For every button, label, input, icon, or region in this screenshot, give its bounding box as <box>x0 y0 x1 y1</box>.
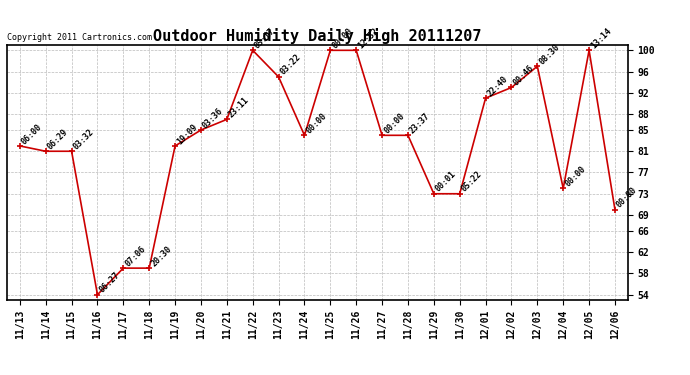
Text: 00:00: 00:00 <box>382 111 406 135</box>
Text: 13:14: 13:14 <box>589 26 613 50</box>
Text: 23:11: 23:11 <box>227 95 251 119</box>
Title: Outdoor Humidity Daily High 20111207: Outdoor Humidity Daily High 20111207 <box>153 28 482 44</box>
Text: 06:27: 06:27 <box>97 271 121 295</box>
Text: 00:00: 00:00 <box>304 111 328 135</box>
Text: 22:40: 22:40 <box>486 74 510 98</box>
Text: 00:46: 00:46 <box>511 63 535 87</box>
Text: 03:32: 03:32 <box>72 127 96 151</box>
Text: Copyright 2011 Cartronics.com: Copyright 2011 Cartronics.com <box>7 33 152 42</box>
Text: 00:01: 00:01 <box>434 170 458 194</box>
Text: 12:52: 12:52 <box>356 26 380 50</box>
Text: 07:06: 07:06 <box>124 244 148 268</box>
Text: 03:22: 03:22 <box>279 53 303 77</box>
Text: 00:00: 00:00 <box>615 186 639 210</box>
Text: 05:22: 05:22 <box>460 170 484 194</box>
Text: 23:37: 23:37 <box>408 111 432 135</box>
Text: 19:09: 19:09 <box>175 122 199 146</box>
Text: 00:00: 00:00 <box>331 26 355 50</box>
Text: 06:00: 06:00 <box>20 122 44 146</box>
Text: 08:30: 08:30 <box>538 42 562 66</box>
Text: 03:36: 03:36 <box>201 106 225 130</box>
Text: 20:30: 20:30 <box>149 244 173 268</box>
Text: 06:29: 06:29 <box>46 127 70 151</box>
Text: 00:00: 00:00 <box>563 164 587 188</box>
Text: 05:17: 05:17 <box>253 26 277 50</box>
